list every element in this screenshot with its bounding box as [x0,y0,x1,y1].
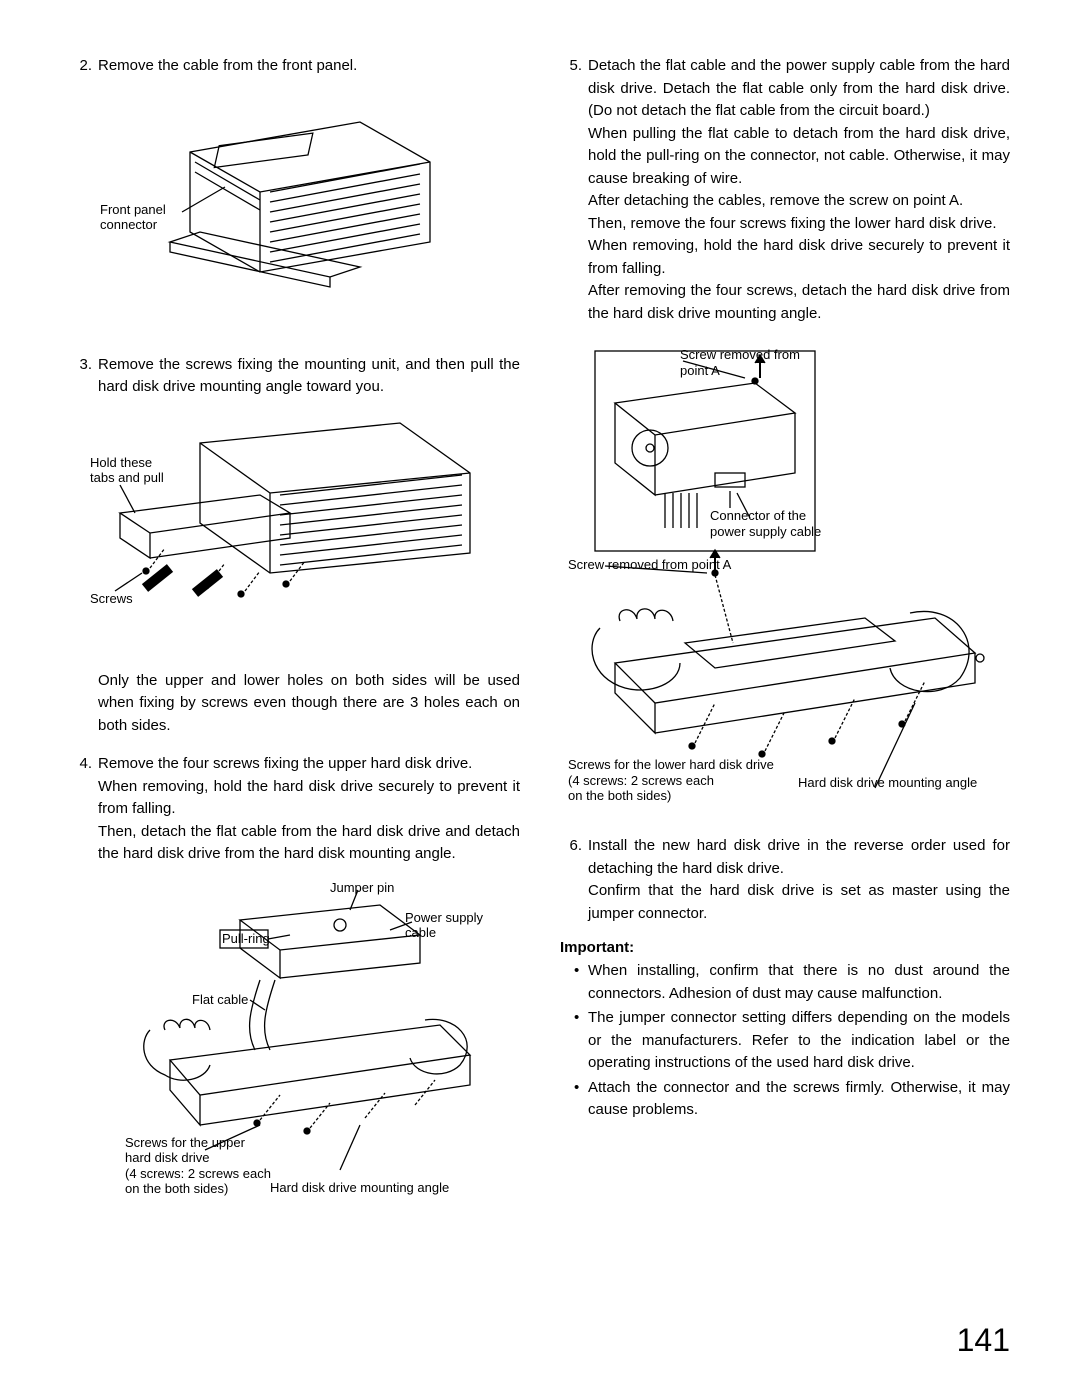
label-jumper-pin: Jumper pin [330,880,394,896]
label-screws-lower: Screws for the lower hard disk drive (4 … [568,757,774,804]
step-num: 4. [70,753,98,866]
figure-5-svg [565,343,1005,803]
step-6: 6. Install the new hard disk drive in th… [560,835,1010,925]
step-text: Install the new hard disk drive in the r… [588,835,1010,925]
label-screw-pointA-mid: Screw removed from point A [568,557,731,573]
step-text: Remove the four screws fixing the upper … [98,753,520,866]
p: Remove the four screws fixing the upper … [98,753,520,776]
right-column: 5. Detach the flat cable and the power s… [560,55,1010,1222]
p: Install the new hard disk drive in the r… [588,835,1010,880]
p: Then, remove the four screws fixing the … [588,213,1010,236]
step-text: Remove the cable from the front panel. [98,55,520,78]
step-4: 4. Remove the four screws fixing the upp… [70,753,520,866]
step-text: Remove the screws fixing the mounting un… [98,354,520,399]
figure-3-svg [90,413,480,633]
p: After detaching the cables, remove the s… [588,190,1010,213]
bullet: The jumper connector setting differs dep… [574,1007,1010,1075]
figure-2: Front panel connector [70,92,520,332]
label-connector-power: Connector of the power supply cable [710,508,821,539]
p: After removing the four screws, detach t… [588,280,1010,325]
label-front-panel-connector: Front panel connector [100,202,166,233]
p: Confirm that the hard disk drive is set … [588,880,1010,925]
figure-3: Hold these tabs and pull Screws [70,413,520,648]
figure-4: Jumper pin Pull-ring Power supply cable … [70,880,520,1200]
bullet: When installing, confirm that there is n… [574,960,1010,1005]
step-3: 3. Remove the screws fixing the mounting… [70,354,520,399]
step-5: 5. Detach the flat cable and the power s… [560,55,1010,325]
step-num: 6. [560,835,588,925]
important-heading: Important: [560,939,1010,956]
label-mounting-angle: Hard disk drive mounting angle [270,1180,449,1196]
p: When removing, hold the hard disk drive … [98,776,520,821]
left-column: 2. Remove the cable from the front panel… [70,55,520,1222]
label-hold-tabs: Hold these tabs and pull [90,455,164,486]
note-step3: Only the upper and lower holes on both s… [98,670,520,738]
p: When pulling the flat cable to detach fr… [588,123,1010,191]
label-power-cable: Power supply cable [405,910,483,941]
step-2: 2. Remove the cable from the front panel… [70,55,520,78]
page-number: 141 [957,1322,1010,1359]
step-num: 5. [560,55,588,325]
bullet: Attach the connector and the screws firm… [574,1077,1010,1122]
label-screws-upper: Screws for the upper hard disk drive (4 … [125,1135,271,1197]
figure-5: Screw removed from point A Connector of … [560,343,1010,813]
step-num: 2. [70,55,98,78]
label-mounting-angle: Hard disk drive mounting angle [798,775,977,791]
step-num: 3. [70,354,98,399]
p: Detach the flat cable and the power supp… [588,55,1010,123]
p: When removing, hold the hard disk drive … [588,235,1010,280]
label-pull-ring: Pull-ring [222,931,270,947]
label-screw-pointA-top: Screw removed from point A [680,347,800,378]
important-list: When installing, confirm that there is n… [560,960,1010,1122]
p: Then, detach the flat cable from the har… [98,821,520,866]
step-text: Detach the flat cable and the power supp… [588,55,1010,325]
figure-2-svg [130,92,450,322]
label-flat-cable: Flat cable [192,992,248,1008]
label-screws: Screws [90,591,133,607]
